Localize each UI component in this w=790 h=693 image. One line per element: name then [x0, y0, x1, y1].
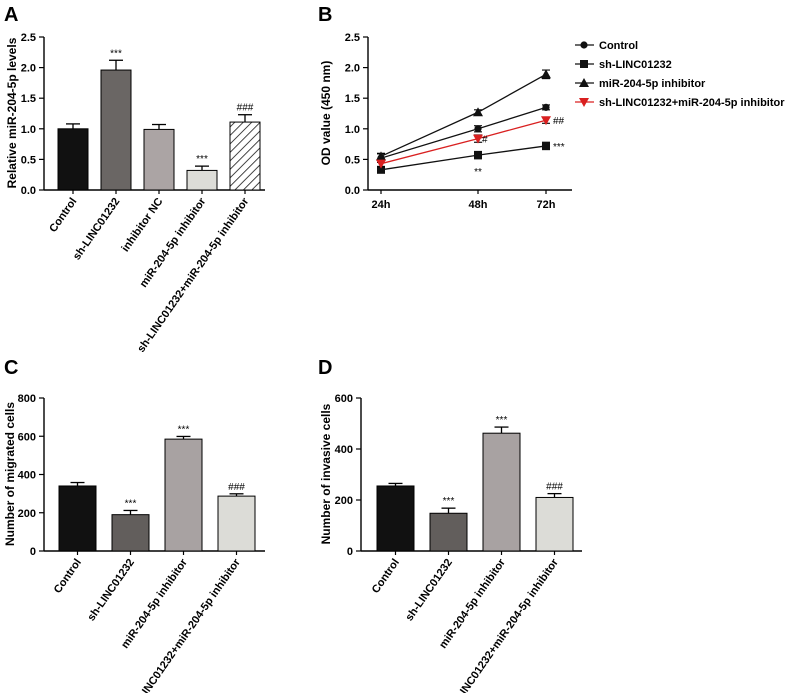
y-tick-label: 0.0: [345, 185, 360, 197]
series-line: [380, 106, 547, 159]
x-tick-label: Control: [52, 557, 84, 596]
x-tick-label: sh-LINC01232: [403, 557, 455, 623]
triangle-up-marker: [473, 107, 483, 117]
y-axis-label: Number of migrated cells: [3, 402, 17, 546]
significance-label: ###: [237, 103, 254, 114]
y-tick-label: 1.0: [345, 124, 360, 136]
bar: [482, 432, 521, 552]
bar: [57, 128, 89, 191]
x-tick-label: Control: [47, 196, 79, 235]
bar: [217, 495, 256, 552]
y-axis-label: Number of invasive cells: [319, 403, 333, 544]
y-tick-label: 600: [18, 431, 36, 443]
bar: [111, 514, 150, 552]
triangle-down-marker: [541, 116, 551, 126]
y-tick-label: 1.5: [21, 93, 36, 105]
y-tick-label: 2.0: [345, 63, 360, 75]
y-tick-label: 400: [335, 444, 353, 456]
triangle-down-marker: [473, 134, 483, 144]
panel-letter-a: A: [4, 4, 18, 26]
x-tick-label: 48h: [469, 199, 488, 211]
triangle-up-marker: [579, 78, 589, 87]
bar: [186, 169, 218, 191]
y-tick-label: 200: [335, 495, 353, 507]
circle-marker: [474, 125, 482, 133]
panel-letter-b: B: [318, 4, 332, 26]
bar: [100, 69, 132, 191]
triangle-up-marker: [376, 151, 386, 161]
bar: [58, 485, 97, 552]
significance-label: #: [482, 135, 488, 146]
y-tick-label: 400: [18, 470, 36, 482]
legend-entry: sh-LINC01232: [599, 59, 672, 71]
x-tick-label: 24h: [372, 199, 391, 211]
significance-label: ***: [125, 498, 137, 509]
square-marker: [474, 151, 482, 160]
panel-letter-d: D: [318, 357, 332, 379]
panel-b-line-chart: 0.0 0.5 1.0 1.5 2.0 2.5 OD value (450 nm) 24h 48…: [319, 32, 785, 211]
circle-marker: [542, 103, 550, 111]
x-tick-label: 72h: [537, 199, 556, 211]
significance-label: ***: [178, 424, 190, 435]
legend-entry: sh-LINC01232+miR-204-5p inhibitor: [599, 97, 785, 109]
significance-label: ***: [443, 496, 455, 507]
y-tick-label: 0: [347, 546, 353, 558]
circle-marker: [580, 41, 588, 49]
x-tick-label: inhibitor NC: [120, 196, 166, 254]
y-tick-label: 2.5: [21, 32, 36, 44]
y-tick-label: 0.5: [345, 154, 360, 166]
square-marker: [580, 60, 588, 68]
bar: [143, 128, 175, 191]
y-tick-label: 200: [18, 508, 36, 520]
y-axis-label: OD value (450 nm): [319, 61, 333, 166]
bar: [376, 485, 415, 552]
panel-letter-c: C: [4, 357, 18, 379]
significance-label: ###: [546, 482, 563, 493]
y-tick-label: 2.0: [21, 63, 36, 75]
significance-label: **: [474, 167, 482, 178]
legend-entry: miR-204-5p inhibitor: [599, 78, 706, 90]
significance-label: ***: [496, 415, 508, 426]
y-tick-label: 0.0: [21, 185, 36, 197]
triangle-up-marker: [541, 69, 551, 79]
x-tick-label: sh-LINC01232: [85, 557, 137, 623]
bar: [535, 496, 574, 552]
x-tick-label: sh-LINC01232: [71, 196, 123, 262]
bar: [164, 438, 203, 552]
significance-label: ##: [553, 116, 565, 127]
x-tick-label: Control: [370, 557, 402, 596]
significance-label: ***: [110, 48, 122, 59]
triangle-down-marker: [579, 98, 589, 107]
significance-label: ###: [228, 482, 245, 493]
y-tick-label: 2.5: [345, 32, 360, 44]
y-tick-label: 1.5: [345, 93, 360, 105]
y-tick-label: 0.5: [21, 154, 36, 166]
significance-label: ***: [196, 154, 208, 165]
square-marker: [542, 141, 550, 150]
bar: [429, 512, 468, 552]
y-tick-label: 1.0: [21, 124, 36, 136]
significance-label: ***: [553, 142, 565, 153]
y-axis-label: Relative miR-204-5p levels: [5, 37, 19, 188]
bar: [229, 121, 261, 191]
y-tick-label: 800: [18, 393, 36, 405]
y-tick-label: 0: [30, 546, 36, 558]
y-tick-label: 600: [335, 393, 353, 405]
triangle-down-marker: [376, 159, 386, 169]
square-marker: [377, 165, 385, 174]
legend-entry: Control: [599, 40, 638, 52]
